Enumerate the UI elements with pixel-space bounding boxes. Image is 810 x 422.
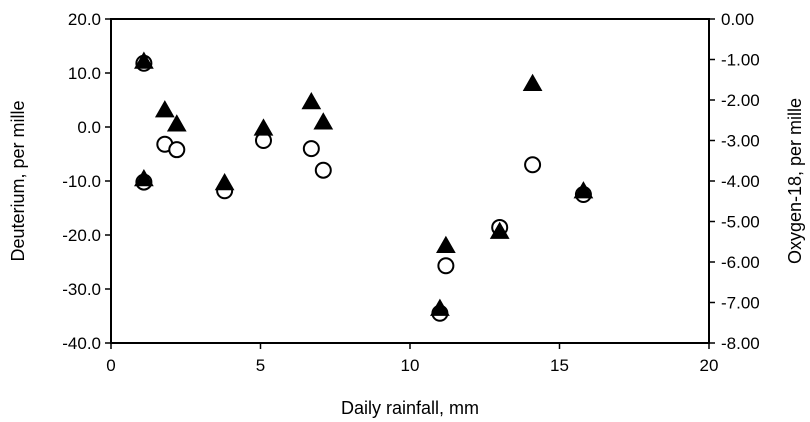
right-y-axis-title: Oxygen-18, per mille bbox=[785, 98, 805, 264]
oxygen-18-point bbox=[214, 173, 235, 191]
right-tick-label: -3.00 bbox=[721, 132, 760, 151]
x-tick-label: 20 bbox=[700, 356, 719, 375]
oxygen-18-point bbox=[489, 221, 510, 239]
plot-area bbox=[110, 18, 710, 344]
left-tick-label: 10.0 bbox=[68, 64, 101, 83]
deuterium-point bbox=[314, 161, 332, 179]
x-tick-label: 10 bbox=[401, 356, 420, 375]
oxygen-18-point bbox=[436, 235, 456, 254]
left-tick-label: 0.0 bbox=[77, 118, 101, 137]
x-tick-label: 5 bbox=[256, 356, 265, 375]
right-tick-label: 0.00 bbox=[721, 10, 754, 29]
deuterium-point bbox=[302, 140, 320, 158]
left-y-axis-title: Deuterium, per mille bbox=[8, 100, 28, 261]
oxygen-18-point bbox=[522, 73, 543, 92]
left-tick-label: -20.0 bbox=[62, 226, 101, 245]
right-tick-label: -8.00 bbox=[721, 334, 760, 353]
left-tick-label: -10.0 bbox=[62, 172, 101, 191]
right-tick-label: -5.00 bbox=[721, 213, 760, 232]
oxygen-18-point bbox=[253, 118, 274, 136]
right-tick-label: -4.00 bbox=[721, 172, 760, 191]
left-tick-label: 20.0 bbox=[68, 10, 101, 29]
left-tick-label: -40.0 bbox=[62, 334, 101, 353]
right-tick-label: -2.00 bbox=[721, 91, 760, 110]
right-y-axis: 0.00 -1.00 -2.00 -3.00 -4.00 -5.00 -6.00 -7.00 -… bbox=[709, 10, 760, 353]
oxygen-18-point bbox=[166, 114, 187, 132]
deuterium-point bbox=[168, 141, 186, 159]
oxygen-18-point bbox=[430, 298, 450, 316]
left-y-axis: 20.0 10.0 0.0 -10.0 -20.0 -30.0 -40.0 bbox=[62, 10, 111, 353]
oxygen-18-point bbox=[134, 168, 154, 187]
x-axis: 0 5 10 15 20 bbox=[106, 343, 718, 375]
right-tick-label: -6.00 bbox=[721, 253, 760, 272]
deuterium-point bbox=[524, 156, 542, 174]
left-tick-label: -30.0 bbox=[62, 280, 101, 299]
x-tick-label: 15 bbox=[550, 356, 569, 375]
oxygen-18-point bbox=[301, 92, 322, 110]
oxygen-18-point bbox=[134, 51, 154, 69]
x-axis-title: Daily rainfall, mm bbox=[341, 398, 479, 418]
oxygen-18-points bbox=[134, 51, 594, 316]
deuterium-point bbox=[437, 257, 455, 275]
oxygen-18-point bbox=[573, 181, 594, 199]
right-tick-label: -1.00 bbox=[721, 51, 760, 70]
right-tick-label: -7.00 bbox=[721, 294, 760, 313]
x-tick-label: 0 bbox=[106, 356, 115, 375]
oxygen-18-point bbox=[154, 100, 175, 118]
oxygen-18-point bbox=[313, 112, 334, 130]
